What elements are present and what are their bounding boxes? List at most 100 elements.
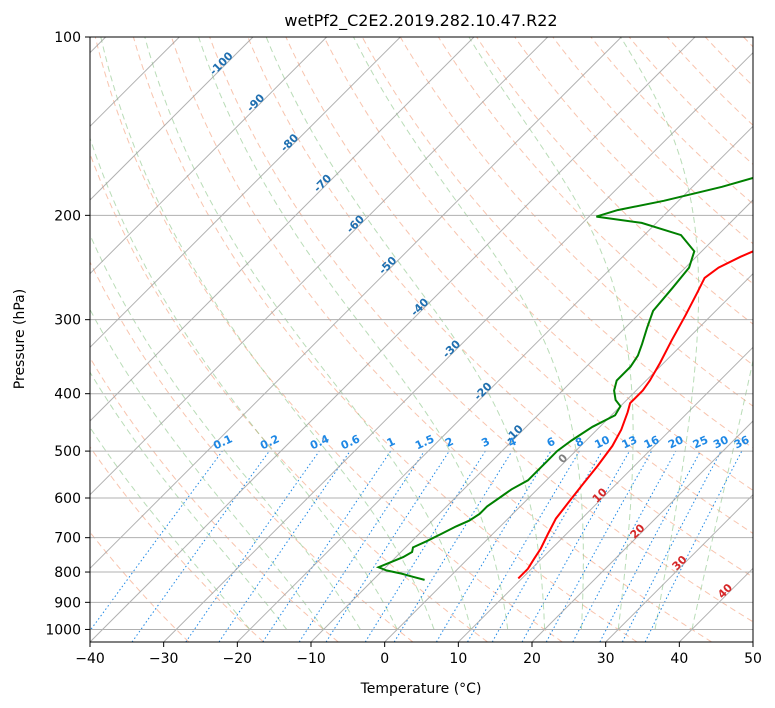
dry-adiabat-line	[514, 37, 753, 285]
mixing-ratio-line	[90, 450, 223, 632]
dry-adiabat-line	[590, 37, 753, 205]
dry-adiabat-line	[743, 37, 753, 48]
x-tick-label: 50	[744, 651, 762, 667]
y-tick-label: 1000	[45, 622, 81, 638]
moist-adiabat-line	[620, 37, 700, 630]
mixing-ratio-line	[599, 450, 701, 642]
mixing-ratio-line	[131, 450, 270, 642]
mixing-ratio-label: 3	[479, 435, 491, 450]
isotherm-line	[90, 37, 696, 642]
dewpoint-profile-line	[375, 176, 753, 581]
dry-adiabat-line	[209, 37, 753, 623]
y-tick-label: 300	[54, 313, 81, 329]
isotherm-line	[457, 346, 753, 642]
mixing-ratio-line	[521, 450, 630, 642]
isotherm-line	[605, 493, 753, 642]
profile-series	[375, 176, 753, 581]
mixing-ratio-label: 30	[711, 433, 731, 451]
mixing-ratio-line	[644, 450, 743, 642]
moist-adiabat-line	[198, 37, 509, 630]
moist-adiabat-line	[90, 426, 251, 630]
x-tick-label: −40	[75, 651, 105, 667]
dry-adiabat-line	[285, 37, 753, 535]
y-tick-label: 600	[54, 491, 81, 507]
mixing-ratio-line	[325, 450, 450, 642]
x-tick-label: −10	[296, 651, 326, 667]
mixing-ratio-line	[262, 450, 392, 642]
moist-adiabat-line	[468, 37, 634, 630]
y-tick-label: 100	[54, 30, 81, 46]
mixing-ratio-label: 0.2	[258, 432, 281, 452]
x-tick-label: −20	[223, 651, 253, 667]
grid	[90, 37, 753, 642]
mixing-ratio-label: 13	[620, 433, 639, 451]
dry-adiabat-line	[437, 37, 753, 366]
mixing-ratio-label: 25	[691, 433, 710, 451]
mixing-ratio-label: 0.6	[339, 432, 362, 452]
moist-adiabat-line	[691, 358, 753, 630]
y-tick-label: 900	[54, 595, 81, 611]
isotherm-line	[384, 272, 753, 642]
mixing-ratio-label: 16	[642, 433, 662, 451]
mixing-ratio-label: 1	[385, 435, 397, 450]
mixing-ratio-line	[298, 450, 425, 642]
moist-adiabat-line	[90, 308, 324, 630]
isotherm-label: 40	[715, 581, 735, 601]
axes: −40 −30 −20 −10 0 10 20 30 40 5010020030040050060…	[45, 30, 762, 667]
dry-adiabat-line	[552, 37, 753, 245]
moist-adiabat-line	[265, 37, 546, 630]
line-labels: -100-90-80-70-60-50-40-30-20-10010203040…	[207, 49, 752, 601]
mixing-ratio-label: 36	[732, 433, 752, 451]
dry-adiabat-line	[132, 37, 638, 642]
dry-adiabat-line	[704, 37, 753, 87]
chart-title: wetPf2_C2E2.2019.282.10.47.R22	[284, 11, 557, 31]
temperature-profile-line	[517, 250, 753, 580]
mixing-ratio-label: 10	[593, 433, 613, 451]
mixing-ratio-line	[572, 450, 677, 642]
isotherm-label: 20	[628, 521, 648, 541]
moist-adiabat-line	[353, 37, 584, 630]
y-tick-label: 800	[54, 565, 81, 581]
isotherm-line	[90, 37, 549, 496]
isotherm-label: -20	[471, 380, 494, 403]
x-tick-label: 30	[597, 651, 615, 667]
dry-adiabat-line	[171, 37, 712, 642]
isotherm-line	[90, 37, 622, 570]
dry-adiabat-line	[94, 37, 563, 642]
isotherm-line	[163, 51, 753, 642]
moist-adiabat-line	[100, 37, 435, 630]
dry-adiabat-line	[90, 446, 264, 642]
dry-adiabat-line	[247, 37, 753, 578]
dry-adiabat-line	[90, 152, 488, 642]
isotherm-label: -100	[207, 49, 236, 78]
mixing-ratio-line	[218, 450, 351, 642]
isotherm-line	[752, 641, 753, 642]
isotherm-line	[678, 567, 753, 642]
dry-adiabat-line	[323, 37, 753, 491]
isotherm-line	[90, 37, 254, 201]
mixing-ratio-label: 0.1	[211, 432, 234, 452]
moist-adiabat-line	[90, 136, 398, 630]
isotherm-label: 10	[590, 485, 610, 505]
x-axis-label: Temperature (°C)	[360, 681, 482, 697]
y-tick-label: 400	[54, 387, 81, 403]
background-lines	[90, 37, 753, 642]
moist-adiabat-line	[90, 233, 361, 630]
x-tick-label: 0	[380, 651, 389, 667]
dry-adiabat-line	[90, 531, 190, 642]
plot-frame	[89, 36, 754, 643]
isotherm-line	[90, 37, 328, 275]
isotherm-label: -40	[408, 295, 431, 318]
isotherm-line	[90, 37, 475, 422]
dry-adiabat-line	[90, 260, 414, 642]
isotherm-line	[236, 125, 753, 642]
isotherm-line	[531, 420, 753, 642]
isotherm-label: -80	[278, 131, 301, 154]
y-tick-label: 200	[54, 208, 81, 224]
mixing-ratio-label: 20	[666, 433, 686, 451]
x-tick-label: 20	[523, 651, 541, 667]
dry-adiabat-line	[90, 356, 339, 642]
y-tick-label: 700	[54, 531, 81, 547]
y-axis-label: Pressure (hPa)	[12, 289, 28, 389]
